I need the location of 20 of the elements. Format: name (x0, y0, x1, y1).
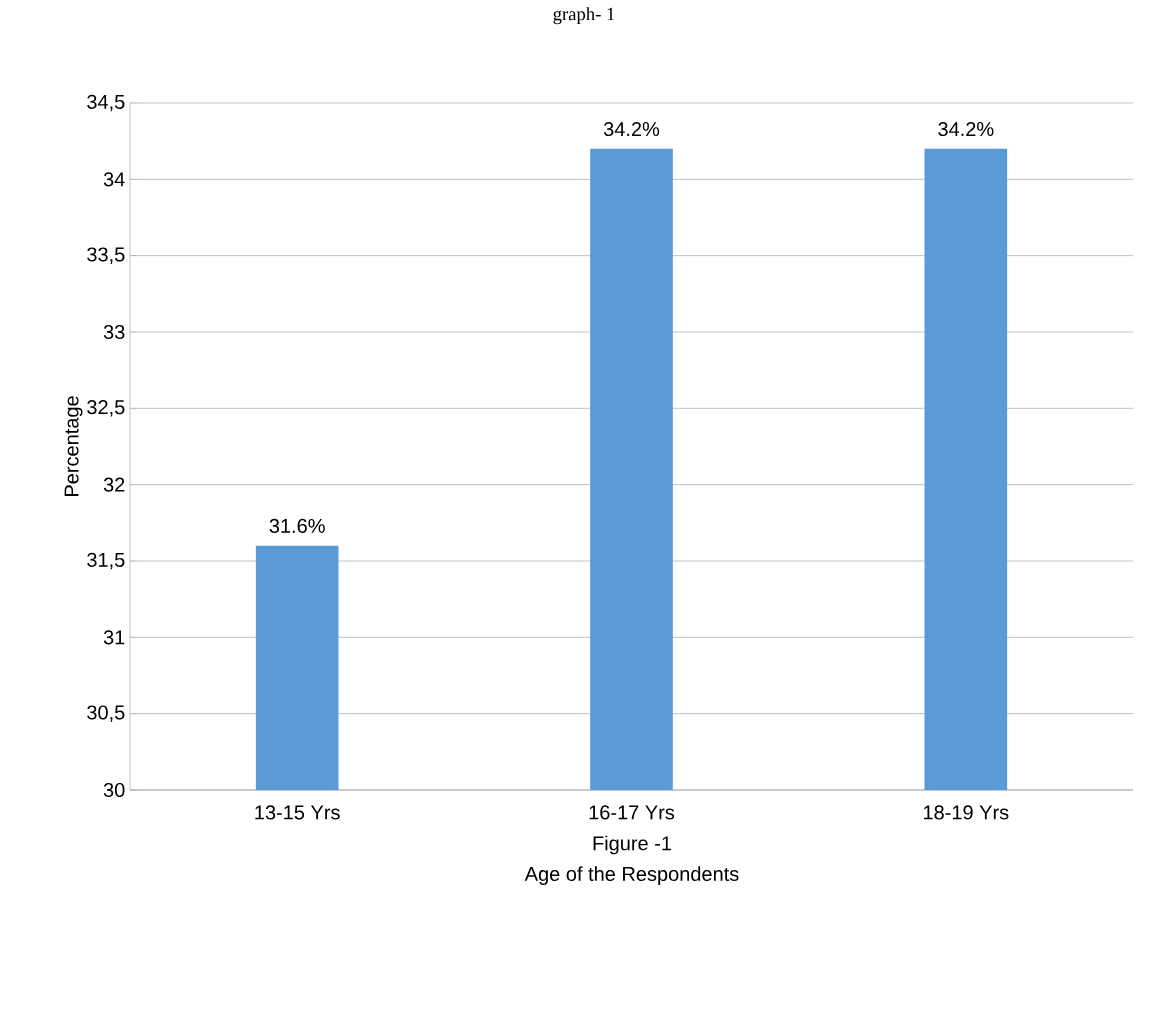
y-tick-label: 30 (103, 782, 125, 798)
text: Figure -1 (593, 835, 672, 855)
y-tick-label: 34,5 (87, 94, 125, 112)
y-tick-label: 33 (103, 324, 125, 340)
data-label: 34.2% (938, 121, 994, 137)
y-tick-label: 31,5 (87, 552, 125, 570)
x-tick-label: 16-17 Yrs (589, 805, 675, 820)
y-tick-label: 32,5 (87, 400, 125, 417)
y-tick-label: 33,5 (87, 247, 125, 264)
y-tick-label: 31 (103, 630, 125, 645)
text: Age of the Respondents (524, 866, 739, 885)
x-tick-label: 18-19 Yrs (924, 805, 1009, 820)
x-tick-label: 13-15 Yrs (255, 805, 340, 820)
y-tick-label: 34 (103, 172, 125, 187)
y-tick-label: 30,5 (87, 705, 125, 722)
y-axis-title: Percentage (64, 396, 83, 496)
chart-title: graph- 1 (553, 7, 615, 25)
y-tick-label: 32 (103, 477, 125, 492)
data-label: 34.2% (603, 121, 660, 137)
data-label: 31.6% (269, 518, 325, 533)
